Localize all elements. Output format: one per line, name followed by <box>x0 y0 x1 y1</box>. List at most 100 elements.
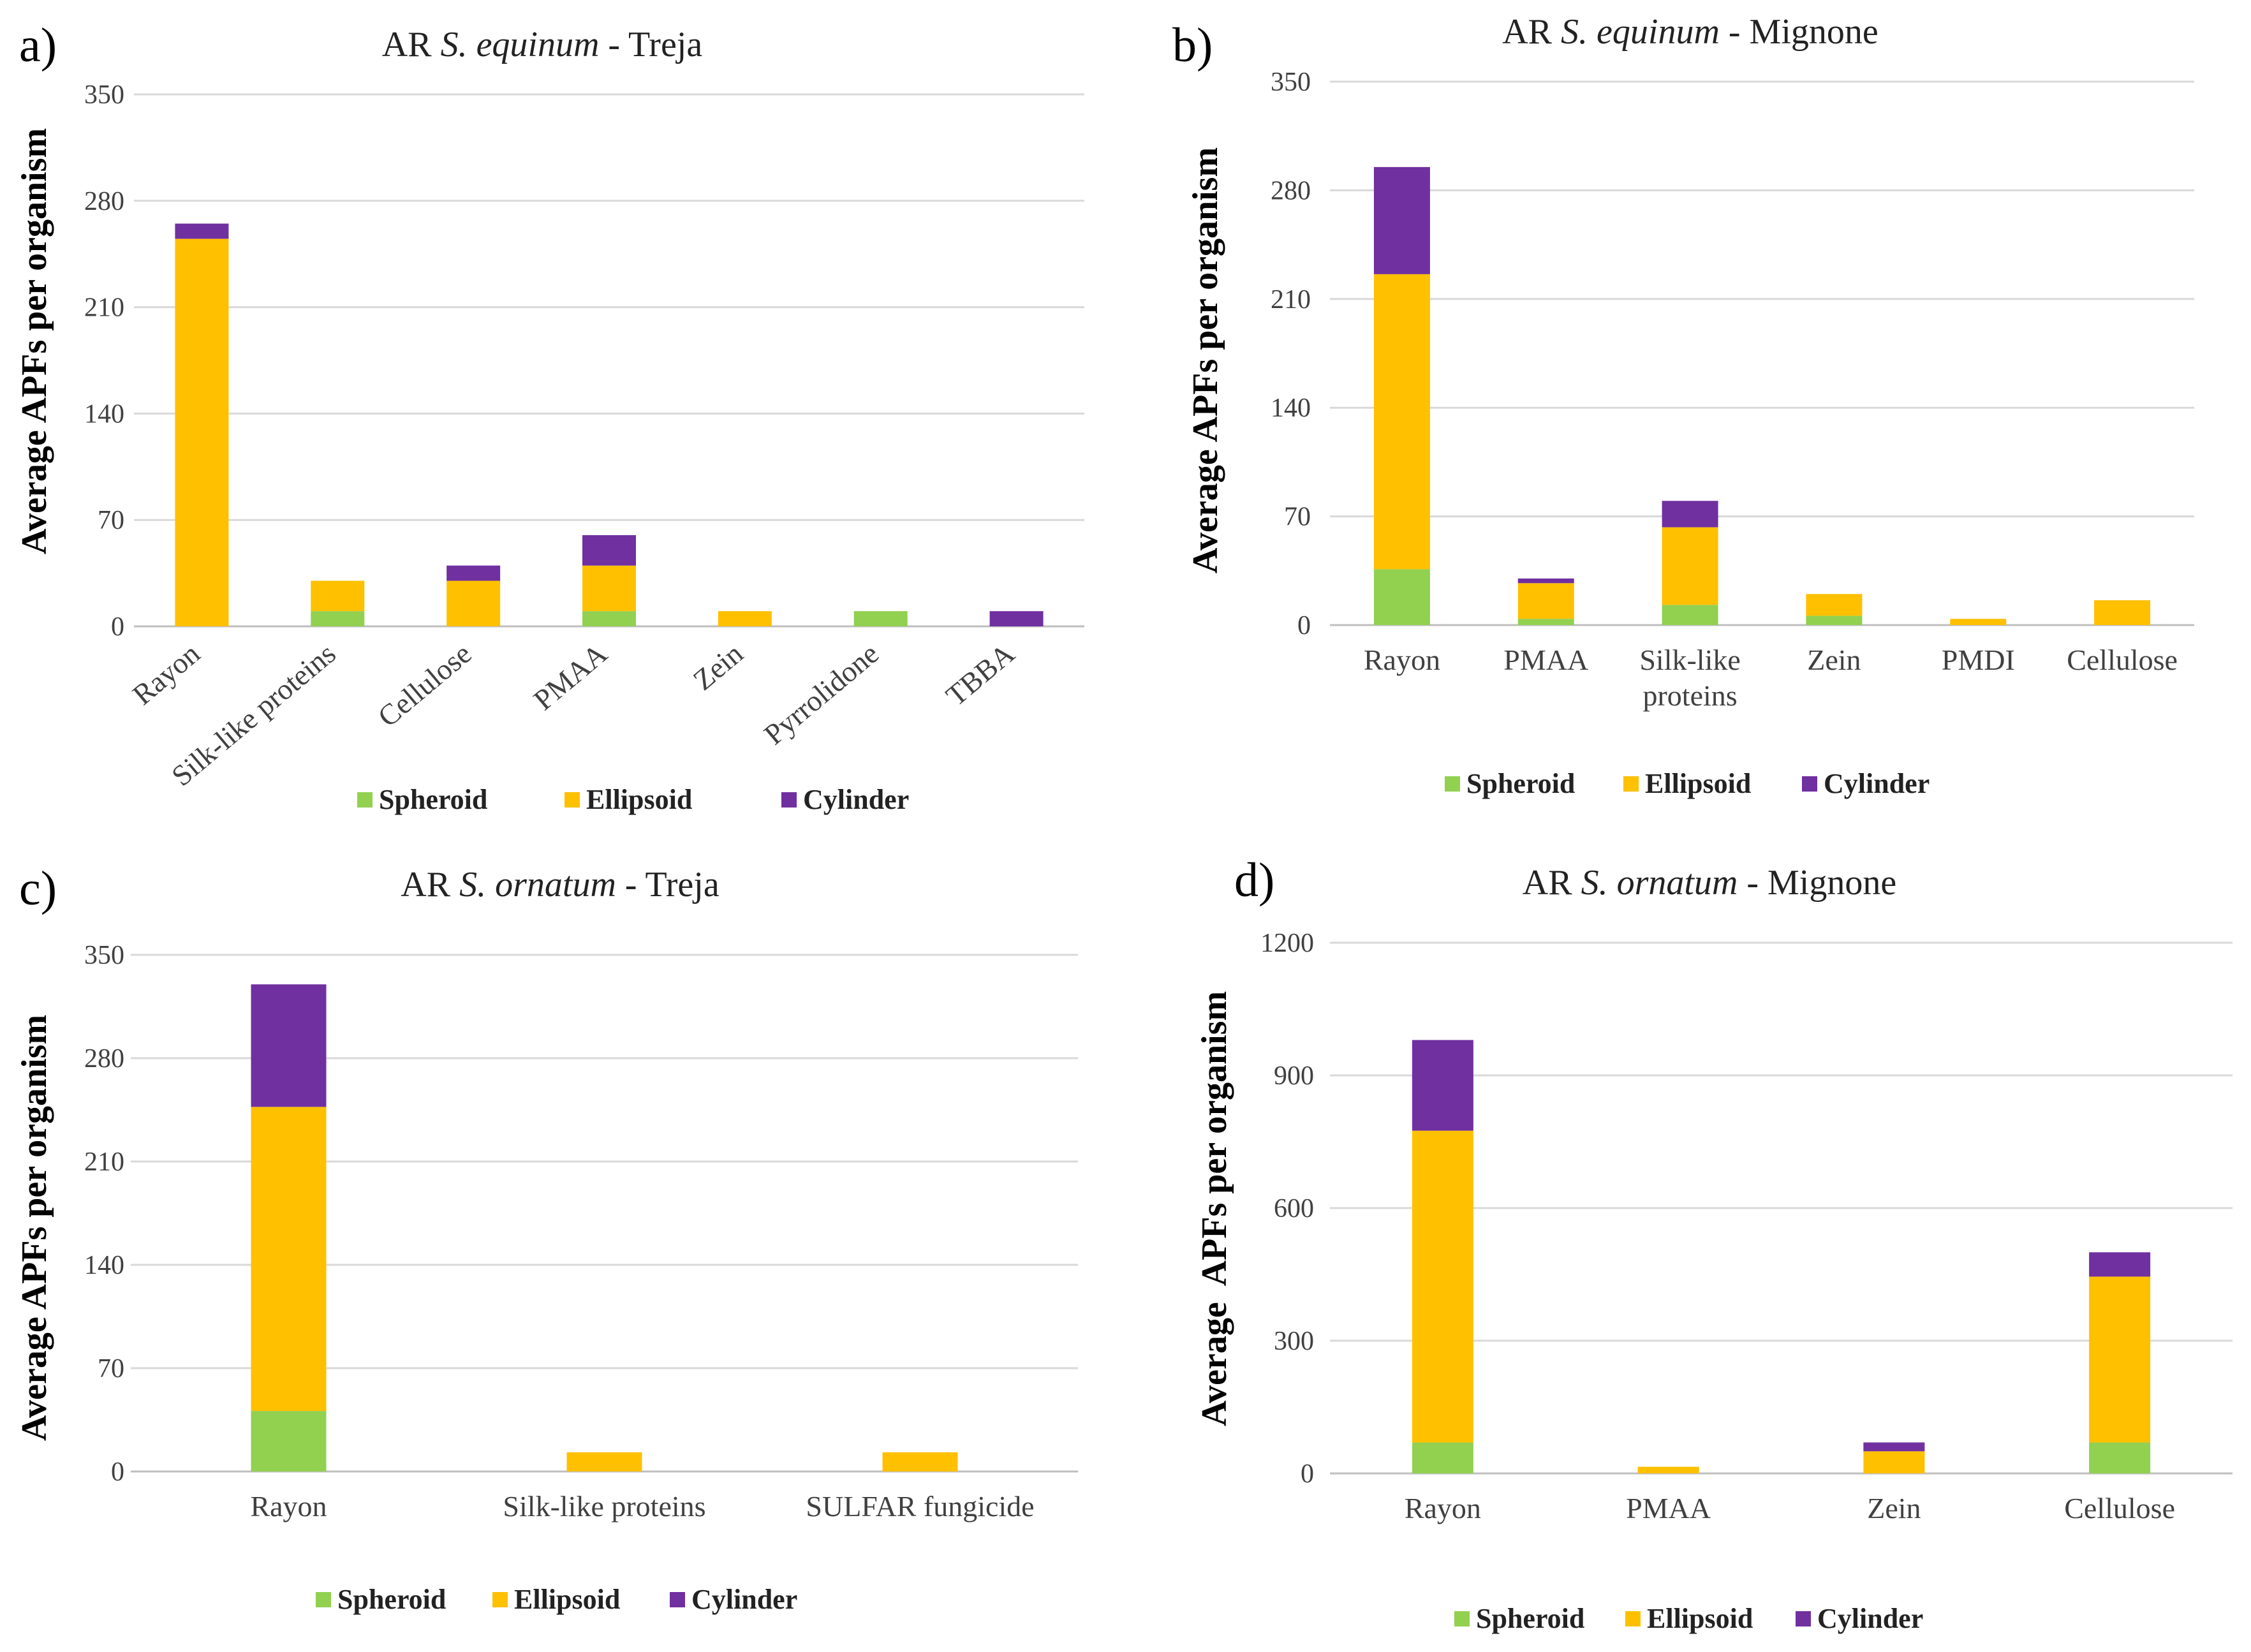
legend: Spheroid Ellipsoid Cylinder <box>1454 1603 1923 1634</box>
legend-swatch-spheroid <box>1454 1611 1470 1626</box>
legend-label-spheroid: Spheroid <box>379 784 487 815</box>
y-axis-label: Average APFs per organism <box>15 1015 54 1441</box>
y-tick-label: 900 <box>1274 1061 1314 1091</box>
legend-swatch-cylinder <box>781 792 797 808</box>
bar-cylinder-rayon <box>251 984 327 1107</box>
legend-swatch-ellipsoid <box>1625 1611 1641 1626</box>
legend-label-ellipsoid: Ellipsoid <box>586 784 692 815</box>
bar-cylinder-rayon <box>175 223 229 239</box>
y-tick-label: 210 <box>84 1147 124 1177</box>
panel-label: b) <box>1172 18 1213 72</box>
chart-title: AR S. ornatum - Treja <box>401 865 720 904</box>
category-label: Cellulose <box>2064 1492 2175 1524</box>
bar-cylinder-pmaa <box>1517 578 1574 584</box>
y-axis-label: Average APFs per organism <box>1186 147 1225 573</box>
category-label: Rayon <box>1405 1492 1481 1524</box>
category-label: Silk-like proteins <box>1639 644 1740 712</box>
legend-swatch-spheroid <box>357 792 373 808</box>
bar-cylinder-cellulose <box>447 565 501 581</box>
y-tick-label: 70 <box>98 506 124 535</box>
bar-ellipsoid-pmdi <box>1950 619 2007 625</box>
bar-ellipsoid-zein <box>1806 594 1863 616</box>
bar-ellipsoid-zein <box>1863 1451 1925 1473</box>
bar-ellipsoid-rayon <box>175 239 229 626</box>
legend-label-spheroid: Spheroid <box>337 1584 446 1615</box>
category-label: Rayon <box>250 1490 327 1523</box>
y-tick-label: 0 <box>111 612 124 642</box>
y-tick-label: 600 <box>1274 1194 1314 1223</box>
category-label: TBBA <box>940 637 1021 712</box>
legend-label-ellipsoid: Ellipsoid <box>1647 1603 1753 1634</box>
chart-title: AR S. ornatum - Mignone <box>1523 863 1896 903</box>
bar-spheroid-silk-like-proteins <box>1662 605 1718 625</box>
bar-ellipsoid-rayon <box>251 1107 327 1412</box>
y-tick-label: 280 <box>84 1044 124 1073</box>
legend-label-ellipsoid: Ellipsoid <box>514 1584 620 1615</box>
bar-spheroid-rayon <box>1412 1442 1473 1473</box>
bar-cylinder-silk-like-proteins <box>1662 501 1718 527</box>
y-tick-label: 70 <box>1284 503 1311 532</box>
category-label: Zein <box>1867 1492 1921 1524</box>
category-label: PMDI <box>1942 644 2015 676</box>
category-label: Zein <box>687 637 749 697</box>
bar-spheroid-zein <box>1806 616 1863 625</box>
category-label: Pyrrolidone <box>758 637 885 751</box>
legend-label-cylinder: Cylinder <box>691 1584 797 1615</box>
legend-swatch-ellipsoid <box>1623 776 1639 792</box>
chart-panel-d: 0 300 600 900 1200 Rayon PMAA Zein Cellulose d) AR… <box>1195 853 2233 1634</box>
bar-cylinder-rayon <box>1412 1040 1473 1131</box>
panel-label: d) <box>1234 853 1274 907</box>
legend-swatch-ellipsoid <box>492 1592 508 1607</box>
category-label: Rayon <box>1364 644 1440 676</box>
legend-label-cylinder: Cylinder <box>1817 1603 1923 1634</box>
chart-title: AR S. equinum - Treja <box>382 25 703 64</box>
legend-label-cylinder: Cylinder <box>1824 768 1930 799</box>
chart-title: AR S. equinum - Mignone <box>1502 12 1878 52</box>
bar-ellipsoid-rayon <box>1412 1130 1473 1443</box>
legend: Spheroid Ellipsoid Cylinder <box>316 1584 797 1615</box>
bar-cylinder-pmaa <box>582 535 636 566</box>
bar-ellipsoid-cellulose <box>2089 1276 2151 1443</box>
legend-label-spheroid: Spheroid <box>1476 1603 1584 1634</box>
y-tick-label: 210 <box>84 293 124 323</box>
y-tick-label: 350 <box>84 941 124 970</box>
category-label: Cellulose <box>372 637 478 734</box>
bar-ellipsoid-cellulose <box>2094 600 2151 625</box>
y-axis-label: Average APFs per organism <box>15 128 54 554</box>
category-label: PMAA <box>528 637 614 717</box>
bar-ellipsoid-silk-like-proteins <box>1662 527 1718 605</box>
y-tick-label: 140 <box>84 399 124 429</box>
y-tick-label: 280 <box>1271 176 1311 205</box>
bar-spheroid-pmaa <box>582 611 636 626</box>
bar-ellipsoid-rayon <box>1373 274 1430 570</box>
y-tick-label: 0 <box>1301 1459 1314 1489</box>
y-tick-label: 70 <box>98 1354 124 1383</box>
legend: Spheroid Ellipsoid Cylinder <box>1445 768 1930 799</box>
bar-spheroid-rayon <box>251 1411 327 1471</box>
bar-spheroid-pyrrolidone <box>853 611 908 626</box>
panel-label: a) <box>19 18 57 72</box>
legend-label-spheroid: Spheroid <box>1466 768 1575 799</box>
bar-ellipsoid-pmaa <box>1637 1466 1699 1473</box>
chart-panel-b: 0 70 140 210 280 350 Rayon PMAA Silk-like protein… <box>1172 12 2194 799</box>
y-tick-label: 140 <box>1271 394 1311 423</box>
y-tick-label: 140 <box>84 1251 124 1280</box>
category-label: Silk-like proteins <box>503 1490 705 1523</box>
bar-cylinder-rayon <box>1373 166 1430 274</box>
y-tick-label: 350 <box>84 80 124 110</box>
bar-cylinder-cellulose <box>2089 1252 2151 1277</box>
bar-cylinder-tbba <box>989 611 1044 626</box>
category-label: Zein <box>1807 644 1861 676</box>
bar-ellipsoid-sulfar-fungicide <box>882 1452 958 1471</box>
panel-label: c) <box>19 862 57 915</box>
y-tick-label: 350 <box>1271 68 1311 97</box>
bar-spheroid-rayon <box>1373 569 1430 625</box>
bar-ellipsoid-cellulose <box>447 580 501 626</box>
bar-cylinder-zein <box>1863 1442 1925 1452</box>
category-label: PMAA <box>1626 1492 1711 1524</box>
legend-swatch-spheroid <box>1445 776 1460 792</box>
y-tick-label: 0 <box>1297 611 1311 640</box>
category-label: Rayon <box>126 637 206 711</box>
